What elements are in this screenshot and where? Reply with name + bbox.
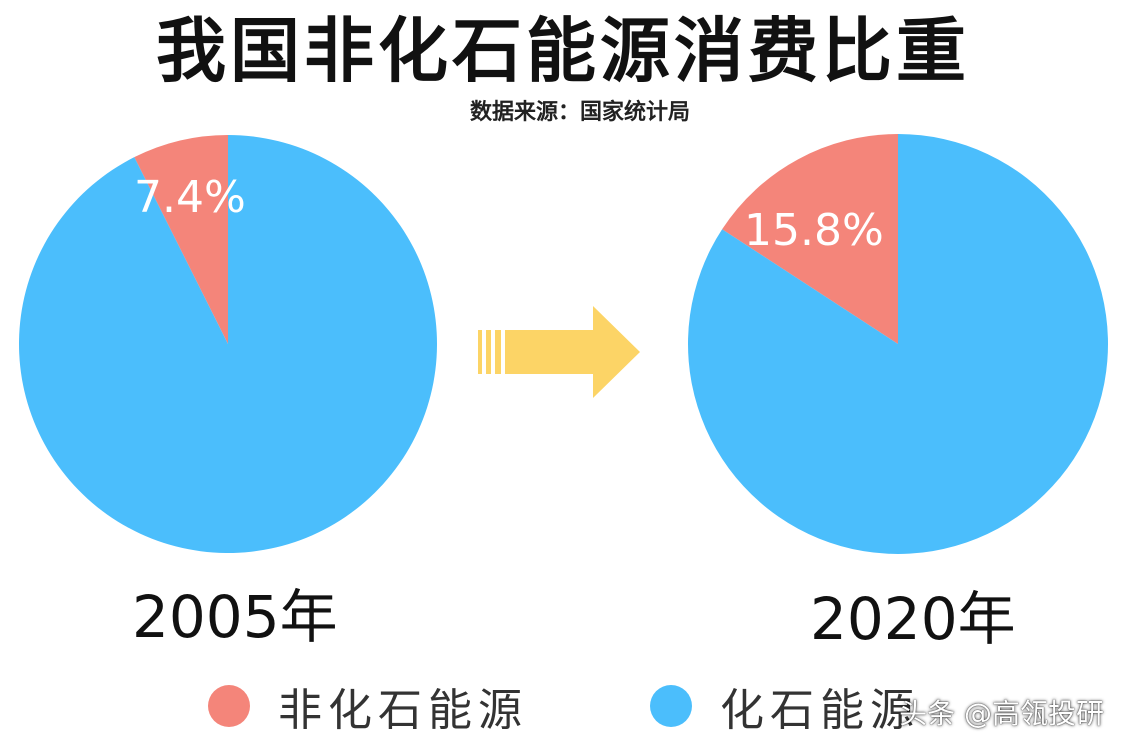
pie-chart-2020	[688, 134, 1108, 554]
legend-swatch-fossil	[650, 685, 692, 727]
pie-slice-non-fossil-2005年	[134, 135, 228, 344]
legend-item-fossil: 化石能源	[650, 676, 920, 736]
pie-slice-fossil-2005年	[18, 135, 437, 553]
pie-data-label-2020: 15.8%	[744, 205, 884, 256]
legend-label-non-fossil: 非化石能源	[278, 685, 528, 736]
chart-title: 我国非化石能源消费比重	[156, 10, 970, 92]
pie-slice-non-fossil-2020年	[722, 134, 898, 344]
watermark: 头条 @高瓴投研	[899, 697, 1104, 730]
pie-data-label-2005: 7.4%	[134, 172, 246, 223]
legend-label-fossil: 化石能源	[720, 685, 920, 736]
data-source: 数据来源：国家统计局	[469, 100, 690, 125]
year-label-2020: 2020年	[810, 585, 1016, 653]
legend-swatch-non-fossil	[208, 685, 250, 727]
arrow-right-icon	[478, 306, 640, 398]
legend-item-non-fossil: 非化石能源	[208, 676, 528, 736]
year-label-2005: 2005年	[132, 583, 338, 651]
pie-slice-fossil-2020年	[688, 134, 1108, 554]
pie-chart-2005	[18, 135, 437, 553]
